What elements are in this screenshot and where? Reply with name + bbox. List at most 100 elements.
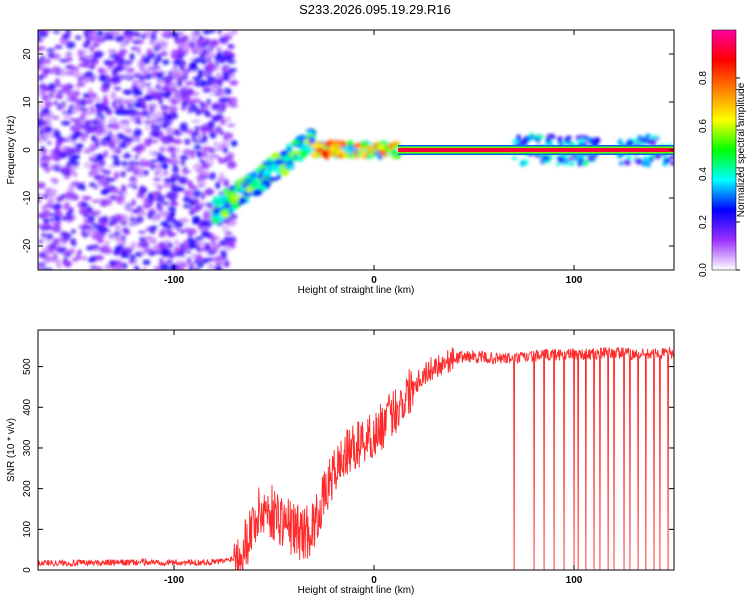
noise-cell	[62, 260, 72, 267]
snr-y-label: SNR (10 * v/v)	[6, 418, 17, 482]
y-tick-label: -10	[22, 190, 33, 205]
noise-cell	[107, 235, 116, 240]
signal-cell	[212, 198, 218, 206]
noise-cell	[217, 177, 224, 183]
noise-cell	[179, 229, 185, 234]
noise-cell	[52, 222, 59, 226]
noise-cell	[61, 111, 68, 115]
noise-cell	[185, 250, 192, 254]
noise-cell	[83, 122, 91, 129]
noise-cell	[196, 263, 204, 268]
noise-cell	[111, 133, 118, 141]
noise-cell	[223, 147, 228, 154]
noise-cell	[167, 229, 174, 238]
carrier-band-core	[398, 148, 674, 152]
noise-cell	[69, 66, 80, 72]
noise-cell	[228, 103, 239, 108]
noise-cell	[211, 76, 217, 81]
y-tick-label: 400	[22, 399, 33, 416]
signal-cell	[360, 150, 367, 157]
signal-cell	[314, 143, 325, 148]
noise-cell	[157, 152, 162, 158]
noise-cell	[142, 196, 148, 205]
signal-cell	[245, 191, 251, 198]
noise-cell	[135, 46, 142, 55]
noise-cell	[194, 57, 202, 63]
noise-cell	[157, 211, 164, 219]
noise-cell	[219, 130, 225, 136]
noise-cell	[152, 113, 161, 120]
noise-cell	[79, 256, 88, 261]
noise-cell	[113, 86, 122, 91]
carrier-side-cell	[511, 156, 518, 160]
noise-cell	[218, 97, 228, 104]
noise-cell	[168, 252, 175, 259]
noise-cell	[53, 130, 61, 139]
noise-cell	[223, 260, 230, 268]
noise-cell	[90, 108, 96, 115]
noise-cell	[208, 172, 216, 180]
carrier-side-cell	[589, 140, 594, 144]
y-tick-label: -20	[22, 238, 33, 253]
noise-cell	[187, 193, 195, 199]
noise-cell	[88, 182, 96, 187]
noise-cell	[171, 81, 179, 86]
signal-cell	[342, 154, 349, 159]
signal-cell	[287, 164, 293, 170]
noise-cell	[90, 259, 96, 263]
signal-cell	[347, 154, 352, 159]
noise-cell	[194, 134, 203, 141]
noise-cell	[54, 84, 65, 88]
noise-cell	[84, 99, 94, 105]
colorbar-label: Normalized spectral amplitude	[736, 82, 747, 217]
noise-cell	[211, 102, 222, 109]
noise-cell	[50, 152, 60, 161]
noise-cell	[191, 253, 196, 260]
noise-cell	[137, 60, 145, 68]
noise-cell	[203, 102, 210, 110]
noise-cell	[81, 202, 89, 208]
noise-cell	[193, 267, 200, 270]
noise-cell	[71, 240, 76, 246]
noise-cell	[101, 244, 110, 251]
noise-cell	[229, 96, 238, 105]
noise-cell	[138, 212, 148, 217]
noise-cell	[40, 30, 51, 33]
noise-cell	[184, 81, 195, 86]
noise-cell	[84, 110, 92, 116]
noise-cell	[164, 79, 173, 86]
noise-cell	[172, 167, 180, 174]
noise-cell	[51, 163, 57, 169]
carrier-side-cell	[623, 159, 631, 166]
noise-cell	[152, 177, 162, 182]
carrier-side-cell	[618, 161, 624, 166]
carrier-side-cell	[562, 159, 569, 163]
noise-cell	[151, 164, 160, 168]
noise-cell	[66, 111, 74, 115]
noise-cell	[52, 225, 62, 233]
noise-cell	[73, 172, 78, 177]
noise-cell	[95, 266, 103, 270]
noise-cell	[46, 233, 54, 240]
noise-cell	[156, 157, 165, 162]
noise-cell	[167, 206, 177, 213]
noise-cell	[172, 138, 183, 145]
noise-cell	[118, 244, 124, 248]
noise-cell	[139, 237, 146, 242]
noise-cell	[110, 195, 117, 201]
signal-cell	[231, 203, 240, 209]
noise-cell	[67, 185, 75, 192]
signal-cell	[323, 142, 332, 147]
noise-cell	[162, 59, 170, 65]
signal-cell	[332, 143, 342, 149]
noise-cell	[166, 191, 176, 200]
signal-cell	[390, 154, 395, 159]
noise-cell	[161, 110, 168, 117]
carrier-side-cell	[578, 157, 584, 163]
colorbar-tick-label: 0.0	[698, 263, 709, 277]
noise-cell	[202, 89, 212, 93]
noise-cell	[192, 215, 201, 224]
noise-cell	[107, 123, 114, 129]
noise-cell	[192, 189, 201, 198]
noise-cell	[87, 30, 93, 34]
